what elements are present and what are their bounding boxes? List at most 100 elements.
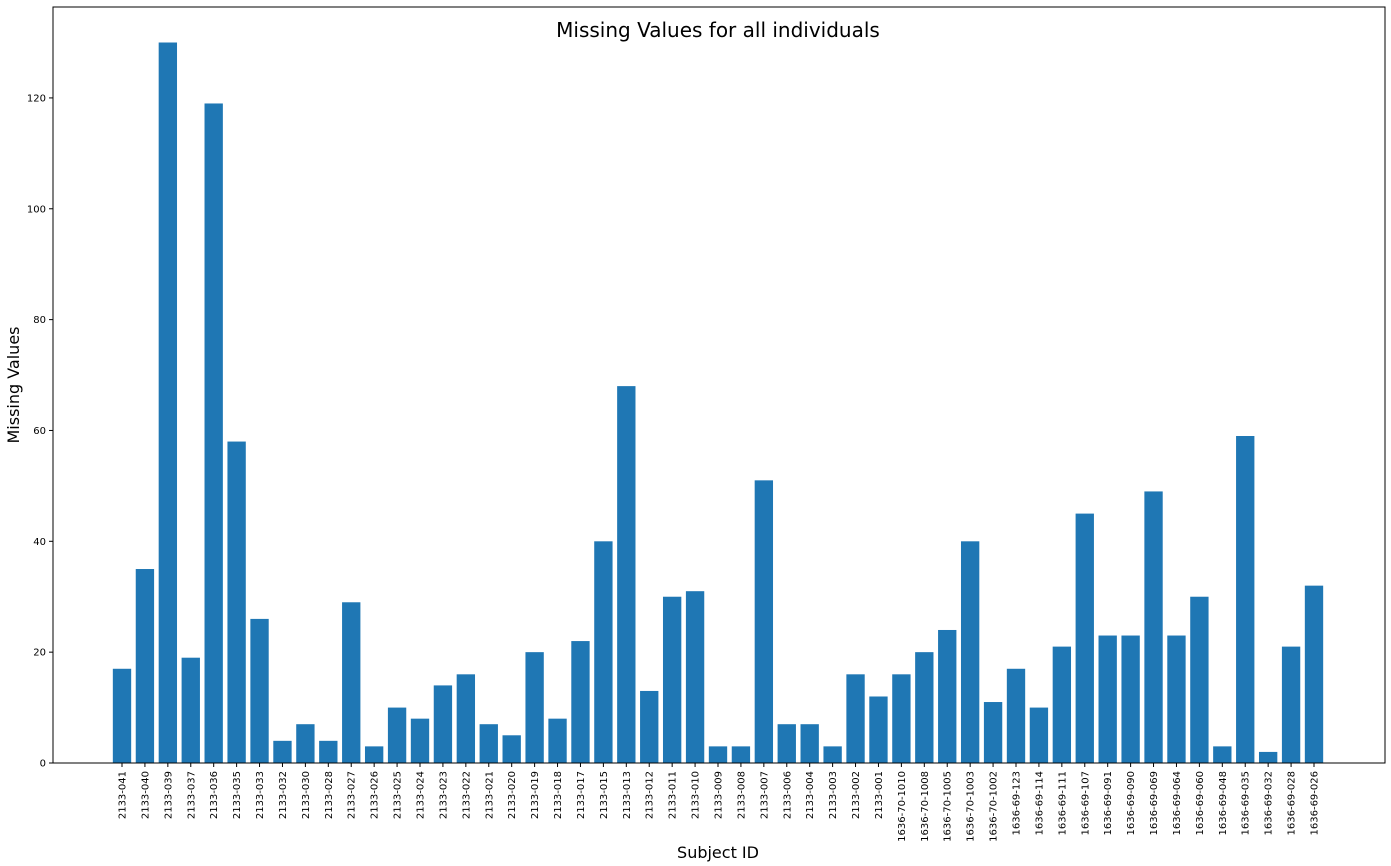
bar-2133-013: [617, 386, 636, 763]
x-tick-label: 2133-018: [553, 771, 564, 819]
bar-2133-018: [548, 718, 567, 763]
bar-1636-70-1005: [938, 629, 957, 763]
bar-1636-69-114: [1029, 707, 1049, 763]
bar-2133-032: [273, 740, 292, 763]
bar-2133-028: [319, 740, 338, 763]
bar-1636-69-107: [1075, 513, 1094, 763]
x-tick-label: 2133-007: [759, 771, 770, 819]
x-tick-label: 2133-028: [324, 771, 335, 819]
x-tick-label: 1636-69-026: [1310, 771, 1321, 835]
bar-1636-70-1002: [983, 702, 1003, 763]
bar-1636-69-091: [1098, 635, 1117, 763]
x-tick-label: 2133-003: [828, 771, 839, 819]
x-tick-label: 2133-041: [118, 771, 129, 819]
chart-title: Missing Values for all individuals: [556, 18, 880, 42]
bar-2133-041: [112, 668, 132, 763]
x-tick-label: 1636-69-114: [1034, 771, 1045, 835]
x-tick-label: 2133-001: [874, 771, 885, 819]
x-tick-label: 1636-69-060: [1195, 771, 1206, 835]
bar-1636-69-032: [1258, 751, 1278, 763]
bars-layer: [112, 42, 1324, 764]
y-axis: 0 20 40 60 80 100 120: [27, 93, 53, 770]
bar-2133-019: [525, 652, 544, 763]
bar-2133-001: [869, 696, 888, 763]
x-tick-label: 1636-69-028: [1287, 771, 1298, 835]
x-tick-label: 2133-009: [714, 771, 725, 819]
x-tick-label: 2133-037: [186, 771, 197, 819]
x-tick-label: 1636-69-069: [1149, 771, 1160, 835]
y-axis-label: Missing Values: [4, 326, 23, 443]
bar-2133-021: [479, 724, 498, 763]
x-tick-label: 1636-69-064: [1172, 771, 1183, 835]
x-tick-label: 2133-006: [782, 771, 793, 819]
x-tick-label: 2133-015: [599, 771, 610, 819]
x-tick-label: 1636-69-123: [1012, 771, 1023, 835]
x-tick-label: 2133-004: [805, 771, 816, 819]
x-tick-label: 1636-69-090: [1126, 771, 1137, 835]
bar-1636-70-1010: [892, 674, 911, 763]
bar-1636-69-060: [1190, 596, 1209, 763]
bar-2133-022: [456, 674, 476, 763]
x-tick-label: 2133-021: [484, 771, 495, 819]
bar-2133-035: [227, 441, 246, 763]
x-tick-label: 2133-027: [347, 771, 358, 819]
bar-2133-012: [640, 690, 659, 763]
x-tick-label: 1636-69-032: [1264, 771, 1275, 835]
plot-frame: [52, 6, 1386, 764]
bar-1636-69-090: [1121, 635, 1140, 763]
x-tick-label: 2133-039: [163, 771, 174, 819]
x-tick-label: 1636-69-107: [1080, 771, 1091, 835]
x-tick-label: 2133-030: [301, 771, 312, 819]
bar-1636-69-069: [1144, 491, 1163, 763]
bar-2133-024: [410, 718, 430, 763]
bar-2133-011: [662, 596, 682, 763]
bar-2133-010: [685, 591, 705, 763]
bar-2133-025: [387, 707, 407, 763]
x-tick-label: 2133-040: [140, 771, 151, 819]
bar-2133-020: [502, 735, 521, 763]
bar-2133-040: [135, 569, 155, 763]
x-tick-label: 2133-032: [278, 771, 289, 819]
x-tick-label: 2133-013: [622, 771, 633, 819]
bar-1636-69-123: [1006, 668, 1026, 763]
bar-2133-039: [158, 42, 178, 763]
bar-2133-027: [342, 602, 361, 763]
x-tick-label: 2133-033: [255, 771, 266, 819]
x-tick-label: 2133-035: [232, 771, 243, 819]
bar-2133-008: [731, 746, 751, 763]
bar-2133-009: [708, 746, 728, 763]
x-tick-label: 1636-69-091: [1103, 771, 1114, 835]
x-tick-label: 2133-019: [530, 771, 541, 819]
bar-1636-69-026: [1304, 585, 1324, 763]
y-tick-label: 40: [33, 537, 46, 548]
x-tick-label: 2133-010: [691, 771, 702, 819]
x-tick-label: 1636-70-1010: [897, 771, 908, 842]
y-tick-label: 20: [33, 648, 46, 659]
x-tick-label: 1636-70-1003: [966, 771, 977, 842]
x-tick-label: 2133-017: [576, 771, 587, 819]
x-tick-label: 2133-012: [645, 771, 656, 819]
bar-2133-004: [800, 724, 819, 763]
x-tick-label: 2133-020: [507, 771, 518, 819]
bar-1636-69-111: [1052, 646, 1072, 763]
x-tick-label: 2133-023: [438, 771, 449, 819]
bar-1636-70-1003: [960, 541, 980, 763]
bar-2133-015: [594, 541, 613, 763]
x-axis-label: Subject ID: [677, 843, 759, 862]
x-tick-label: 2133-022: [461, 771, 472, 819]
bar-2133-023: [433, 685, 453, 763]
x-tick-label: 2133-011: [668, 771, 679, 819]
bar-2133-036: [204, 103, 223, 764]
bar-2133-002: [846, 674, 865, 763]
bar-2133-026: [364, 746, 384, 763]
x-tick-label: 2133-008: [736, 771, 747, 819]
y-tick-label: 60: [33, 426, 46, 437]
x-tick-label: 1636-69-048: [1218, 771, 1229, 835]
bar-2133-006: [777, 724, 796, 763]
bar-2133-037: [181, 657, 200, 763]
bar-1636-69-028: [1281, 646, 1301, 763]
y-tick-label: 120: [27, 93, 46, 104]
x-tick-label: 2133-026: [370, 771, 381, 819]
